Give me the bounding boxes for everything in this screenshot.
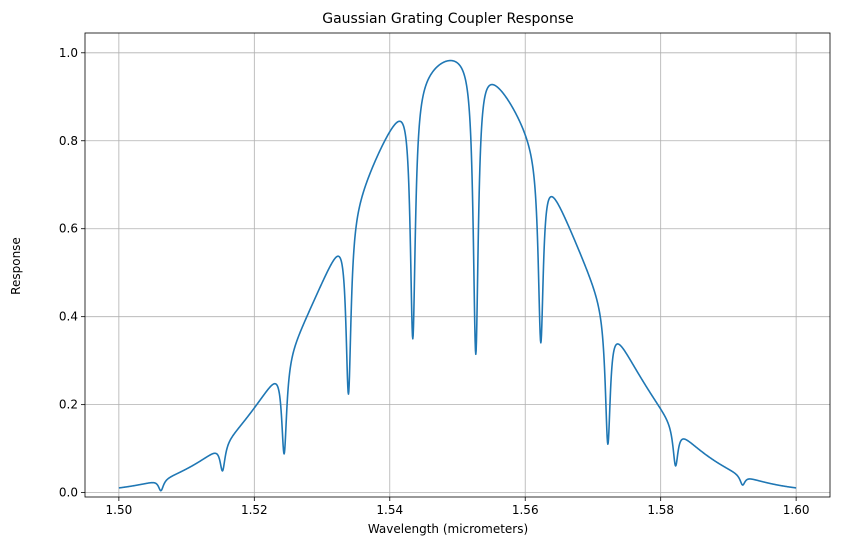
grid <box>85 33 830 497</box>
chart-title: Gaussian Grating Coupler Response <box>322 11 574 27</box>
series-layer <box>118 59 797 492</box>
y-tick-label: 0.6 <box>59 222 78 236</box>
x-axis: 1.50 1.52 1.54 1.56 1.58 1.60 <box>106 497 810 517</box>
x-tick-label: 1.60 <box>783 503 810 517</box>
plot-frame <box>84 32 831 498</box>
x-tick-label: 1.56 <box>512 503 539 517</box>
x-tick-label: 1.54 <box>376 503 403 517</box>
series-line <box>118 59 797 492</box>
y-tick-label: 0.8 <box>59 134 78 148</box>
y-tick-label: 0.4 <box>59 310 78 324</box>
y-tick-label: 0.0 <box>59 486 78 500</box>
y-tick-label: 1.0 <box>59 46 78 60</box>
x-tick-label: 1.52 <box>241 503 268 517</box>
x-tick-label: 1.58 <box>647 503 674 517</box>
y-axis-label: Response <box>9 237 23 295</box>
x-axis-label: Wavelength (micrometers) <box>368 522 528 536</box>
y-tick-label: 0.2 <box>59 398 78 412</box>
y-axis: 0.0 0.2 0.4 0.6 0.8 1.0 <box>59 46 85 500</box>
x-tick-label: 1.50 <box>106 503 133 517</box>
